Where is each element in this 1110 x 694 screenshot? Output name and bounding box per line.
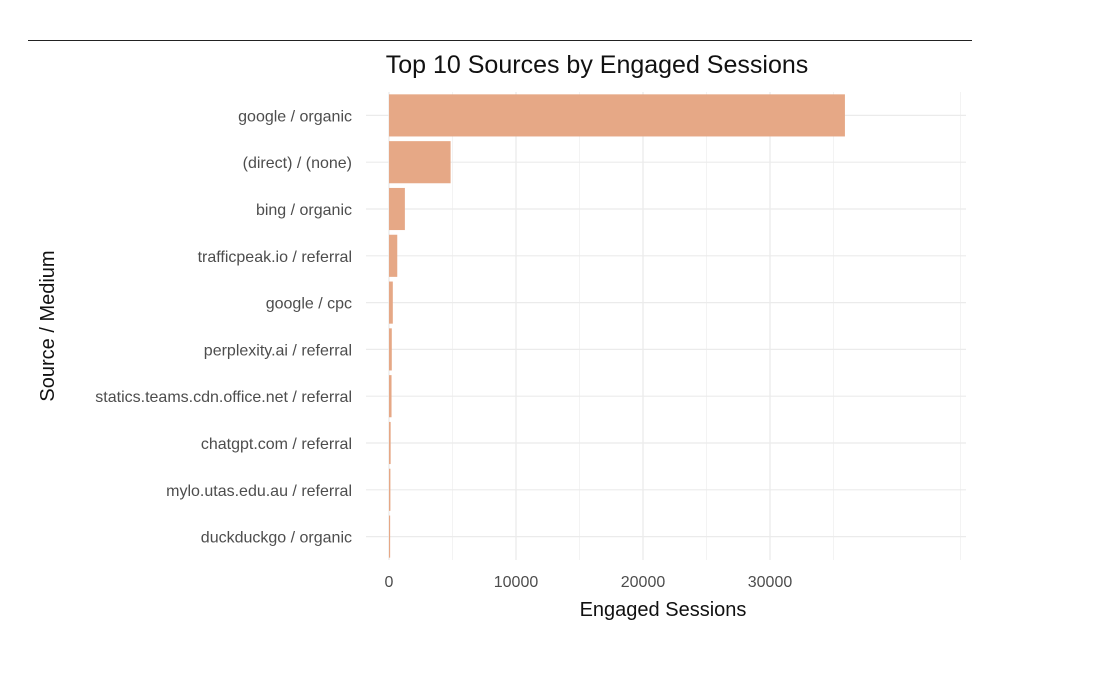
- x-axis-title: Engaged Sessions: [580, 599, 747, 621]
- bar: [389, 328, 392, 371]
- grid-lines: [366, 92, 966, 560]
- y-tick-label: chatgpt.com / referral: [201, 436, 352, 453]
- x-tick-label: 0: [385, 574, 394, 591]
- x-tick-label: 30000: [748, 574, 793, 591]
- bars: [389, 94, 845, 558]
- bar: [389, 281, 393, 324]
- bar: [389, 468, 391, 511]
- x-tick-labels: 0 10000 20000 30000: [385, 574, 793, 591]
- x-tick-label: 10000: [494, 574, 539, 591]
- y-tick-label: google / cpc: [266, 296, 352, 313]
- bar: [389, 515, 391, 558]
- bar: [389, 94, 845, 137]
- y-tick-label: google / organic: [238, 108, 352, 125]
- y-tick-label: bing / organic: [256, 202, 352, 219]
- y-tick-label: statics.teams.cdn.office.net / referral: [95, 389, 352, 406]
- bar: [389, 421, 391, 465]
- bar: [389, 141, 451, 184]
- bar: [389, 187, 405, 231]
- y-axis-title: Source / Medium: [37, 250, 59, 401]
- y-tick-label: trafficpeak.io / referral: [198, 249, 352, 266]
- y-tick-labels: google / organic (direct) / (none) bing / …: [95, 108, 352, 546]
- bar: [389, 234, 398, 277]
- y-tick-label: perplexity.ai / referral: [204, 342, 352, 359]
- y-tick-label: (direct) / (none): [243, 155, 352, 172]
- y-tick-label: mylo.utas.edu.au / referral: [166, 483, 352, 500]
- bar: [389, 375, 392, 418]
- chart-title: Top 10 Sources by Engaged Sessions: [386, 51, 809, 79]
- x-tick-label: 20000: [621, 574, 666, 591]
- top-divider-line: [28, 40, 972, 41]
- y-tick-label: duckduckgo / organic: [201, 530, 352, 547]
